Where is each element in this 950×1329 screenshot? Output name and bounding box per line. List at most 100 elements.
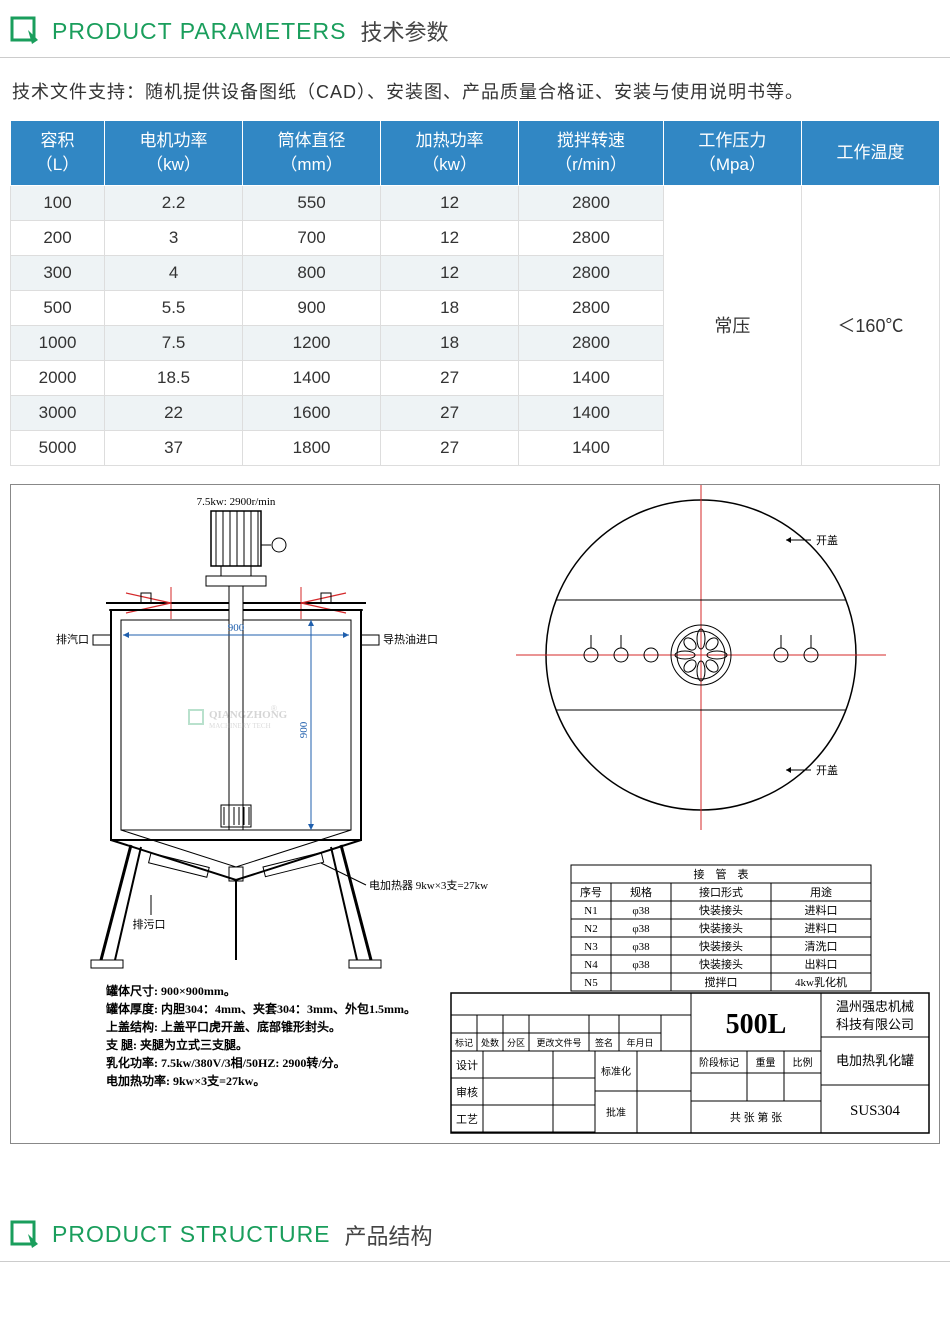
table-cell: 27 bbox=[381, 395, 519, 430]
svg-text:500L: 500L bbox=[726, 1009, 787, 1040]
section-title-en: PRODUCT PARAMETERS bbox=[52, 18, 346, 45]
svg-text:进料口: 进料口 bbox=[805, 921, 838, 935]
svg-text:重量: 重量 bbox=[756, 1056, 776, 1069]
svg-text:规格: 规格 bbox=[630, 885, 652, 899]
svg-text:乳化功率: 7.5kw/380V/3相/50HZ: 2900: 乳化功率: 7.5kw/380V/3相/50HZ: 2900转/分。 bbox=[106, 1055, 346, 1070]
table-cell: 2800 bbox=[519, 325, 664, 360]
svg-text:罐体厚度: 内胆304：4mm、夹套304：3mm、外包1.: 罐体厚度: 内胆304：4mm、夹套304：3mm、外包1.5mm。 bbox=[105, 1001, 416, 1016]
section-header-structure: PRODUCT STRUCTURE 产品结构 bbox=[0, 1204, 950, 1262]
table-cell: 200 bbox=[11, 220, 105, 255]
svg-text:快装接头: 快装接头 bbox=[699, 922, 743, 935]
svg-text:N5: N5 bbox=[584, 977, 598, 989]
table-cell: 22 bbox=[105, 395, 243, 430]
svg-text:支 腿: 夹腿为立式三支腿。: 支 腿: 夹腿为立式三支腿。 bbox=[105, 1037, 248, 1052]
table-row: 1002.2550122800常压＜160℃ bbox=[11, 185, 940, 220]
table-cell: 3000 bbox=[11, 395, 105, 430]
table-cell: 1400 bbox=[519, 395, 664, 430]
table-header: 容积（L） bbox=[11, 121, 105, 186]
svg-text:电加热乳化罐: 电加热乳化罐 bbox=[836, 1053, 914, 1068]
svg-text:导热油进口: 导热油进口 bbox=[383, 632, 438, 646]
table-header: 搅拌转速（r/min） bbox=[519, 121, 664, 186]
svg-text:®: ® bbox=[271, 704, 277, 713]
table-header: 工作温度 bbox=[801, 121, 939, 186]
table-cell: 27 bbox=[381, 430, 519, 465]
table-cell: 1400 bbox=[519, 360, 664, 395]
table-cell: 5.5 bbox=[105, 290, 243, 325]
table-header: 工作压力（Mpa） bbox=[663, 121, 801, 186]
table-cell: 2800 bbox=[519, 185, 664, 220]
table-cell: 27 bbox=[381, 360, 519, 395]
svg-text:上盖结构: 上盖平口虎开盖、底部锥形封头。: 上盖结构: 上盖平口虎开盖、底部锥形封头。 bbox=[106, 1019, 341, 1034]
table-header: 电机功率（kw） bbox=[105, 121, 243, 186]
svg-text:罐体尺寸: 900×900mm。: 罐体尺寸: 900×900mm。 bbox=[105, 983, 236, 998]
section-title-zh: 产品结构 bbox=[345, 1219, 433, 1251]
svg-text:设计: 设计 bbox=[456, 1059, 478, 1072]
svg-text:电加热功率: 9kw×3支=27kw。: 电加热功率: 9kw×3支=27kw。 bbox=[106, 1073, 265, 1088]
logo-icon bbox=[10, 16, 40, 46]
svg-text:用途: 用途 bbox=[810, 885, 832, 899]
svg-text:MACHINERY TECH: MACHINERY TECH bbox=[209, 722, 271, 730]
svg-text:进料口: 进料口 bbox=[805, 903, 838, 917]
table-cell: 900 bbox=[243, 290, 381, 325]
svg-text:出料口: 出料口 bbox=[805, 957, 838, 971]
svg-text:900: 900 bbox=[298, 721, 310, 738]
svg-text:共 张 第 张: 共 张 第 张 bbox=[730, 1110, 782, 1124]
svg-text:处数: 处数 bbox=[481, 1037, 499, 1048]
table-cell: 2800 bbox=[519, 255, 664, 290]
svg-text:快装接头: 快装接头 bbox=[699, 958, 743, 971]
svg-text:标准化: 标准化 bbox=[601, 1065, 631, 1078]
table-header: 加热功率（kw） bbox=[381, 121, 519, 186]
svg-text:清洗口: 清洗口 bbox=[805, 940, 838, 953]
cell-pressure: 常压 bbox=[663, 185, 801, 465]
table-cell: 12 bbox=[381, 185, 519, 220]
table-cell: 300 bbox=[11, 255, 105, 290]
table-cell: 2000 bbox=[11, 360, 105, 395]
svg-text:序号: 序号 bbox=[580, 885, 602, 899]
svg-text:分区: 分区 bbox=[507, 1038, 525, 1048]
table-cell: 7.5 bbox=[105, 325, 243, 360]
table-cell: 1400 bbox=[519, 430, 664, 465]
svg-text:900: 900 bbox=[228, 622, 245, 634]
svg-text:φ38: φ38 bbox=[632, 923, 650, 935]
table-cell: 5000 bbox=[11, 430, 105, 465]
table-cell: 500 bbox=[11, 290, 105, 325]
motor-label: 7.5kw: 2900r/min bbox=[197, 496, 276, 508]
technical-drawing: 7.5kw: 2900r/min 900 900 排汽口 导热油进口 bbox=[10, 484, 940, 1144]
table-cell: 18 bbox=[381, 290, 519, 325]
svg-text:φ38: φ38 bbox=[632, 905, 650, 917]
svg-text:快装接头: 快装接头 bbox=[699, 940, 743, 953]
table-cell: 1000 bbox=[11, 325, 105, 360]
svg-text:标记: 标记 bbox=[455, 1037, 473, 1048]
svg-text:φ38: φ38 bbox=[632, 959, 650, 971]
svg-text:电加热器 9kw×3支=27kw: 电加热器 9kw×3支=27kw bbox=[369, 879, 488, 892]
svg-text:4kw乳化机: 4kw乳化机 bbox=[795, 975, 847, 989]
parameters-table: 容积（L）电机功率（kw）筒体直径（mm）加热功率（kw）搅拌转速（r/min）… bbox=[10, 120, 940, 466]
table-cell: 12 bbox=[381, 255, 519, 290]
table-cell: 1800 bbox=[243, 430, 381, 465]
table-cell: 4 bbox=[105, 255, 243, 290]
table-cell: 1600 bbox=[243, 395, 381, 430]
section-title-zh: 技术参数 bbox=[360, 15, 448, 47]
table-cell: 3 bbox=[105, 220, 243, 255]
table-cell: 1200 bbox=[243, 325, 381, 360]
svg-text:N3: N3 bbox=[584, 941, 598, 953]
logo-icon bbox=[10, 1220, 40, 1250]
intro-text: 技术文件支持：随机提供设备图纸（CAD）、安装图、产品质量合格证、安装与使用说明… bbox=[0, 58, 950, 120]
svg-text:批准: 批准 bbox=[606, 1106, 626, 1119]
svg-text:阶段标记: 阶段标记 bbox=[699, 1056, 739, 1069]
svg-text:工艺: 工艺 bbox=[456, 1113, 478, 1126]
svg-text:SUS304: SUS304 bbox=[850, 1103, 901, 1119]
svg-text:审核: 审核 bbox=[456, 1085, 478, 1099]
svg-text:N4: N4 bbox=[584, 959, 598, 971]
table-cell: 800 bbox=[243, 255, 381, 290]
svg-text:更改文件号: 更改文件号 bbox=[536, 1037, 581, 1048]
table-cell: 1400 bbox=[243, 360, 381, 395]
svg-text:科技有限公司: 科技有限公司 bbox=[836, 1017, 914, 1032]
svg-text:快装接头: 快装接头 bbox=[699, 904, 743, 917]
svg-text:N2: N2 bbox=[584, 923, 597, 935]
svg-text:开盖: 开盖 bbox=[816, 763, 838, 777]
cell-temperature: ＜160℃ bbox=[801, 185, 939, 465]
svg-text:比例: 比例 bbox=[793, 1056, 813, 1069]
section-header-parameters: PRODUCT PARAMETERS 技术参数 bbox=[0, 0, 950, 58]
table-cell: 37 bbox=[105, 430, 243, 465]
